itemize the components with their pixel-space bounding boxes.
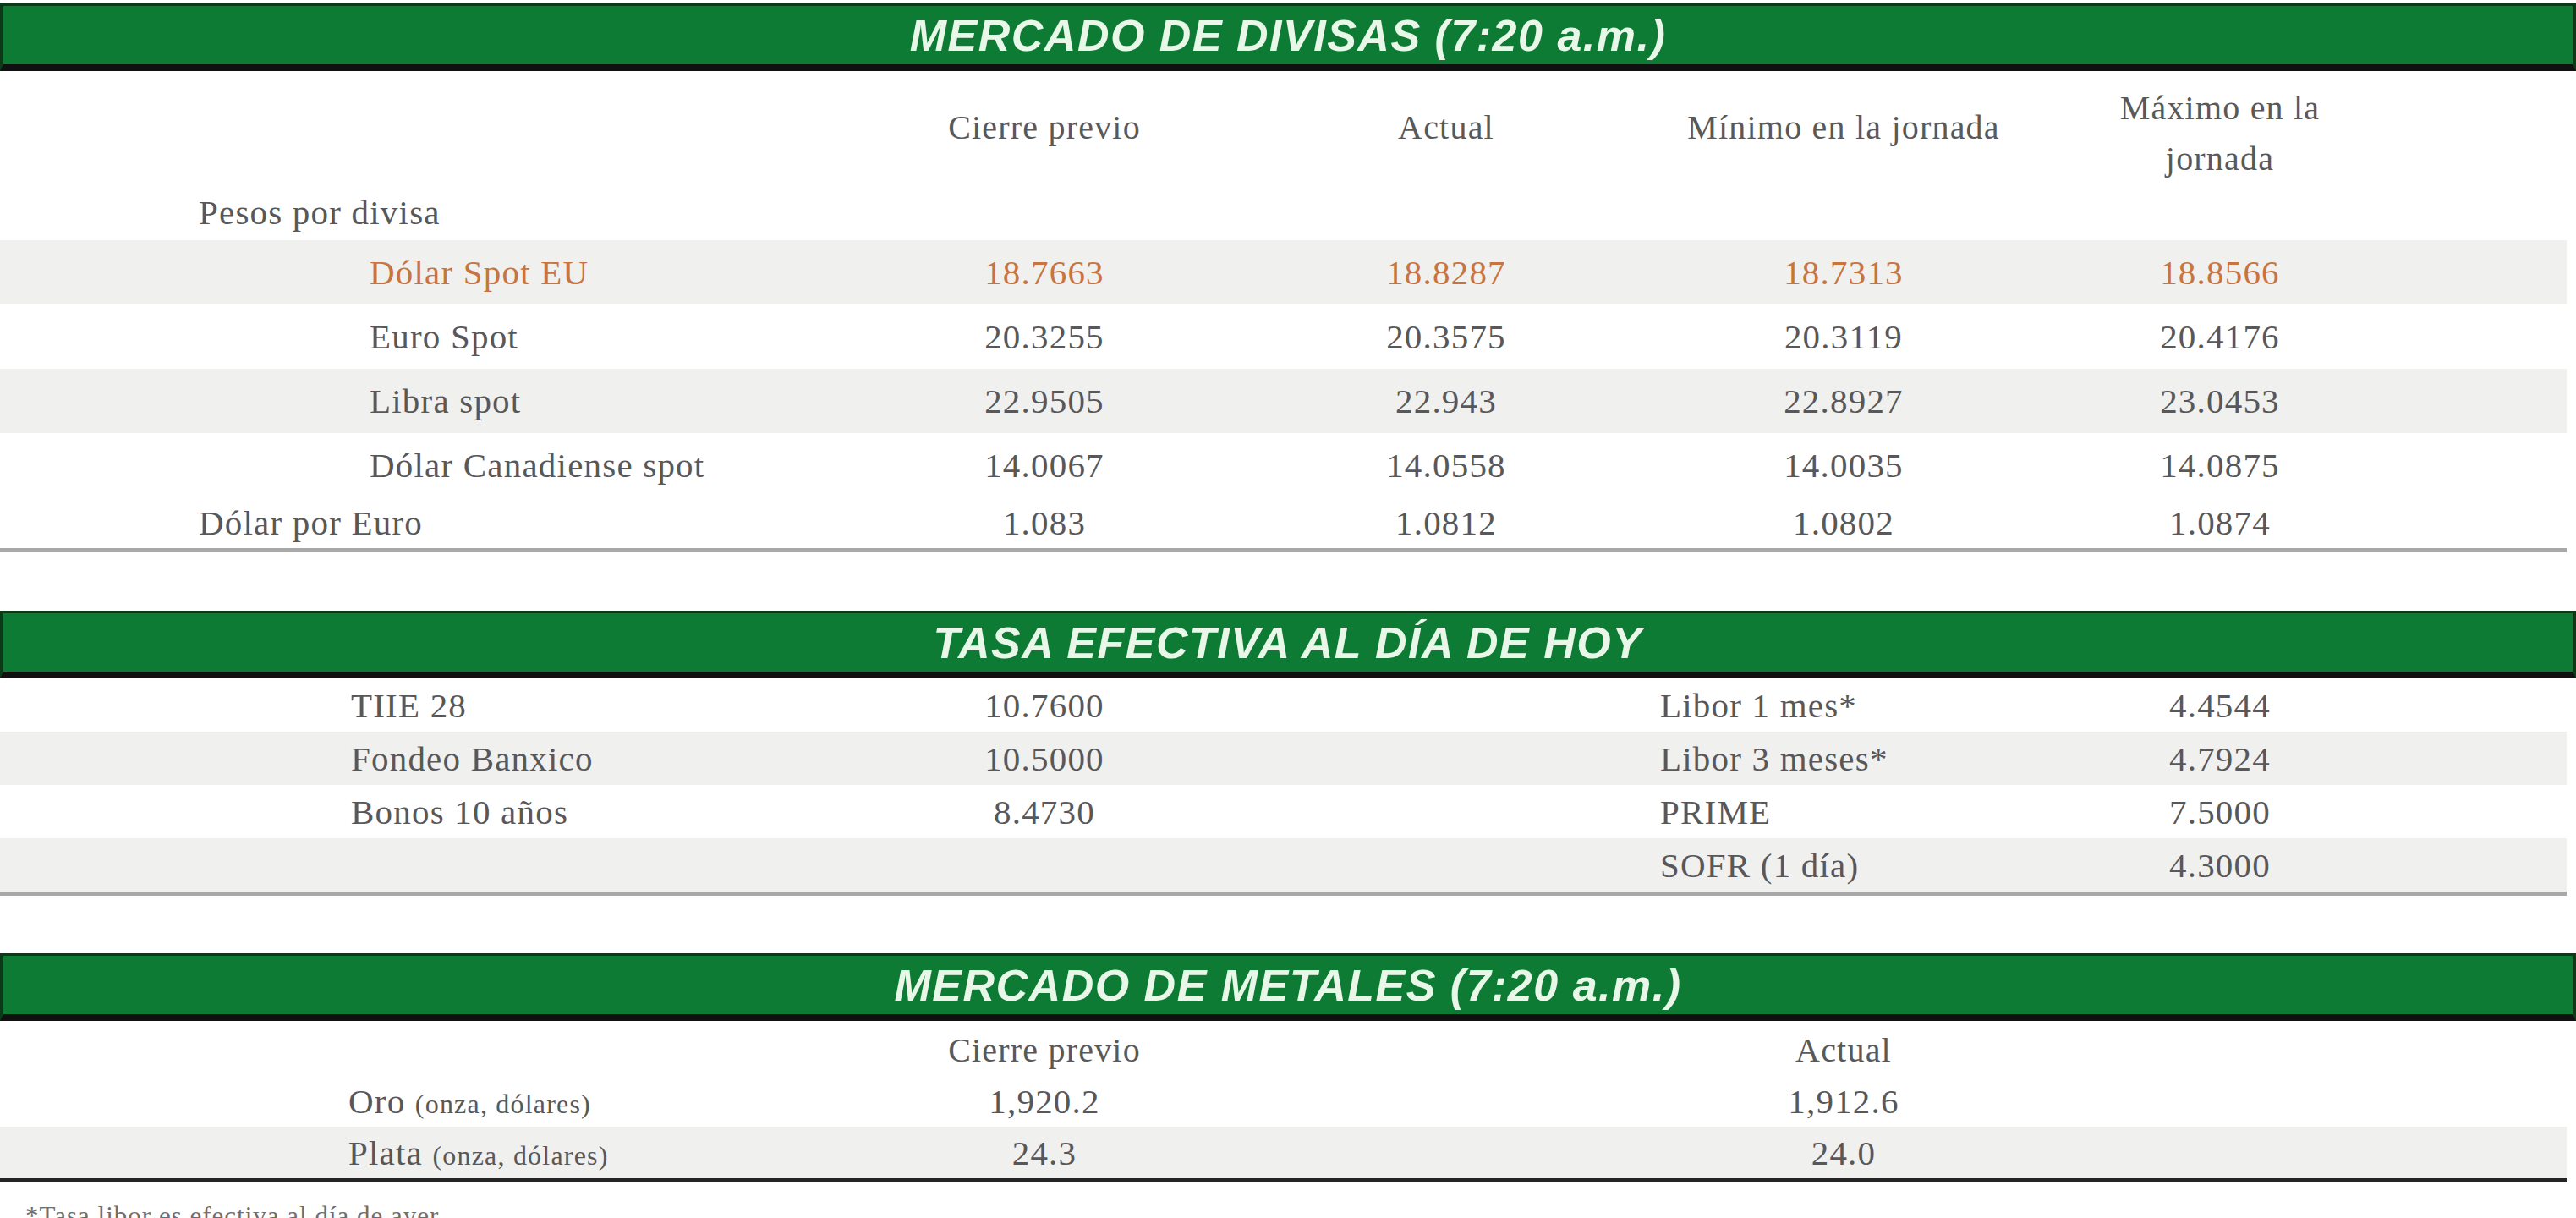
rate-value: 8.4730 <box>837 785 1252 838</box>
cierre-previo-value: 18.7663 <box>837 240 1252 304</box>
tasas-header-bar: TASA EFECTIVA AL DÍA DE HOY <box>0 611 2576 678</box>
minimo-value: 14.0035 <box>1641 433 2047 497</box>
metales-header-row: Cierre previo Actual <box>0 1021 2567 1075</box>
currency-label: Dólar Spot EU <box>0 240 837 304</box>
rate-label: Fondeo Banxico <box>0 732 837 785</box>
tasas-title: TASA EFECTIVA AL DÍA DE HOY <box>934 617 1643 668</box>
minimo-value: 18.7313 <box>1641 240 2047 304</box>
rate-value: 4.4544 <box>2047 678 2393 732</box>
actual-value: 1,912.6 <box>1641 1075 2047 1127</box>
row-bonos-10: Bonos 10 años 8.4730 PRIME 7.5000 <box>0 785 2567 838</box>
row-tiie-28: TIIE 28 10.7600 Libor 1 mes* 4.4544 <box>0 678 2567 732</box>
row-dolar-spot-eu: Dólar Spot EU 18.7663 18.8287 18.7313 18… <box>0 240 2567 304</box>
actual-value: 24.0 <box>1641 1127 2047 1181</box>
minimo-value: 22.8927 <box>1641 369 2047 433</box>
col-cierre-previo: Cierre previo <box>837 1021 1252 1075</box>
maximo-value: 14.0875 <box>2047 433 2393 497</box>
rate-value: 4.3000 <box>2047 838 2393 894</box>
actual-value: 22.943 <box>1252 369 1641 433</box>
divisas-header-bar: MERCADO DE DIVISAS (7:20 a.m.) <box>0 3 2576 71</box>
rate-label: SOFR (1 día) <box>1641 838 2047 894</box>
group-row-pesos-por-divisa: Pesos por divisa <box>0 184 2567 240</box>
currency-label: Euro Spot <box>0 304 837 369</box>
cierre-previo-value: 20.3255 <box>837 304 1252 369</box>
currency-label: Dólar por Euro <box>0 497 837 551</box>
cierre-previo-value: 22.9505 <box>837 369 1252 433</box>
col-maximo: Máximo en la jornada <box>2047 71 2393 184</box>
group-label: Pesos por divisa <box>0 184 837 240</box>
row-euro-spot: Euro Spot 20.3255 20.3575 20.3119 20.417… <box>0 304 2567 369</box>
metal-label: Oro (onza, dólares) <box>0 1075 837 1127</box>
maximo-value: 20.4176 <box>2047 304 2393 369</box>
metal-label: Plata (onza, dólares) <box>0 1127 837 1181</box>
rate-value: 10.7600 <box>837 678 1252 732</box>
divisas-header-row: Cierre previo Actual Mínimo en la jornad… <box>0 71 2567 184</box>
divisas-table: Cierre previo Actual Mínimo en la jornad… <box>0 71 2567 552</box>
cierre-previo-value: 14.0067 <box>837 433 1252 497</box>
maximo-value: 23.0453 <box>2047 369 2393 433</box>
rate-label: Libor 1 mes* <box>1641 678 2047 732</box>
actual-value: 1.0812 <box>1252 497 1641 551</box>
currency-label: Dólar Canadiense spot <box>0 433 837 497</box>
rate-value <box>837 838 1252 894</box>
actual-value: 20.3575 <box>1252 304 1641 369</box>
rate-value: 10.5000 <box>837 732 1252 785</box>
metales-title: MERCADO DE METALES (7:20 a.m.) <box>894 960 1681 1011</box>
minimo-value: 20.3119 <box>1641 304 2047 369</box>
divisas-title: MERCADO DE DIVISAS (7:20 a.m.) <box>910 10 1667 61</box>
cierre-previo-value: 24.3 <box>837 1127 1252 1181</box>
maximo-value: 1.0874 <box>2047 497 2393 551</box>
row-plata: Plata (onza, dólares) 24.3 24.0 <box>0 1127 2567 1181</box>
rate-label: Bonos 10 años <box>0 785 837 838</box>
currency-label: Libra spot <box>0 369 837 433</box>
col-actual: Actual <box>1252 71 1641 184</box>
rate-value: 7.5000 <box>2047 785 2393 838</box>
maximo-value: 18.8566 <box>2047 240 2393 304</box>
rate-label <box>0 838 837 894</box>
tasas-table: TIIE 28 10.7600 Libor 1 mes* 4.4544 Fond… <box>0 678 2567 896</box>
rate-label: PRIME <box>1641 785 2047 838</box>
actual-value: 14.0558 <box>1252 433 1641 497</box>
row-sofr: SOFR (1 día) 4.3000 <box>0 838 2567 894</box>
metales-header-bar: MERCADO DE METALES (7:20 a.m.) <box>0 953 2576 1021</box>
rate-label: Libor 3 meses* <box>1641 732 2047 785</box>
minimo-value: 1.0802 <box>1641 497 2047 551</box>
cierre-previo-value: 1,920.2 <box>837 1075 1252 1127</box>
row-fondeo-banxico: Fondeo Banxico 10.5000 Libor 3 meses* 4.… <box>0 732 2567 785</box>
row-oro: Oro (onza, dólares) 1,920.2 1,912.6 <box>0 1075 2567 1127</box>
rate-value: 4.7924 <box>2047 732 2393 785</box>
col-cierre-previo: Cierre previo <box>837 71 1252 184</box>
row-dolar-canadiense: Dólar Canadiense spot 14.0067 14.0558 14… <box>0 433 2567 497</box>
metales-table: Cierre previo Actual Oro (onza, dólares)… <box>0 1021 2567 1182</box>
row-libra-spot: Libra spot 22.9505 22.943 22.8927 23.045… <box>0 369 2567 433</box>
rate-label: TIIE 28 <box>0 678 837 732</box>
col-minimo: Mínimo en la jornada <box>1641 71 2047 184</box>
row-dolar-por-euro: Dólar por Euro 1.083 1.0812 1.0802 1.087… <box>0 497 2567 551</box>
metal-label-note: (onza, dólares) <box>432 1140 608 1171</box>
metal-label-note: (onza, dólares) <box>415 1089 591 1119</box>
cierre-previo-value: 1.083 <box>837 497 1252 551</box>
col-actual: Actual <box>1641 1021 2047 1075</box>
footnote: *Tasa libor es efectiva al día de ayer <box>0 1201 2576 1218</box>
actual-value: 18.8287 <box>1252 240 1641 304</box>
